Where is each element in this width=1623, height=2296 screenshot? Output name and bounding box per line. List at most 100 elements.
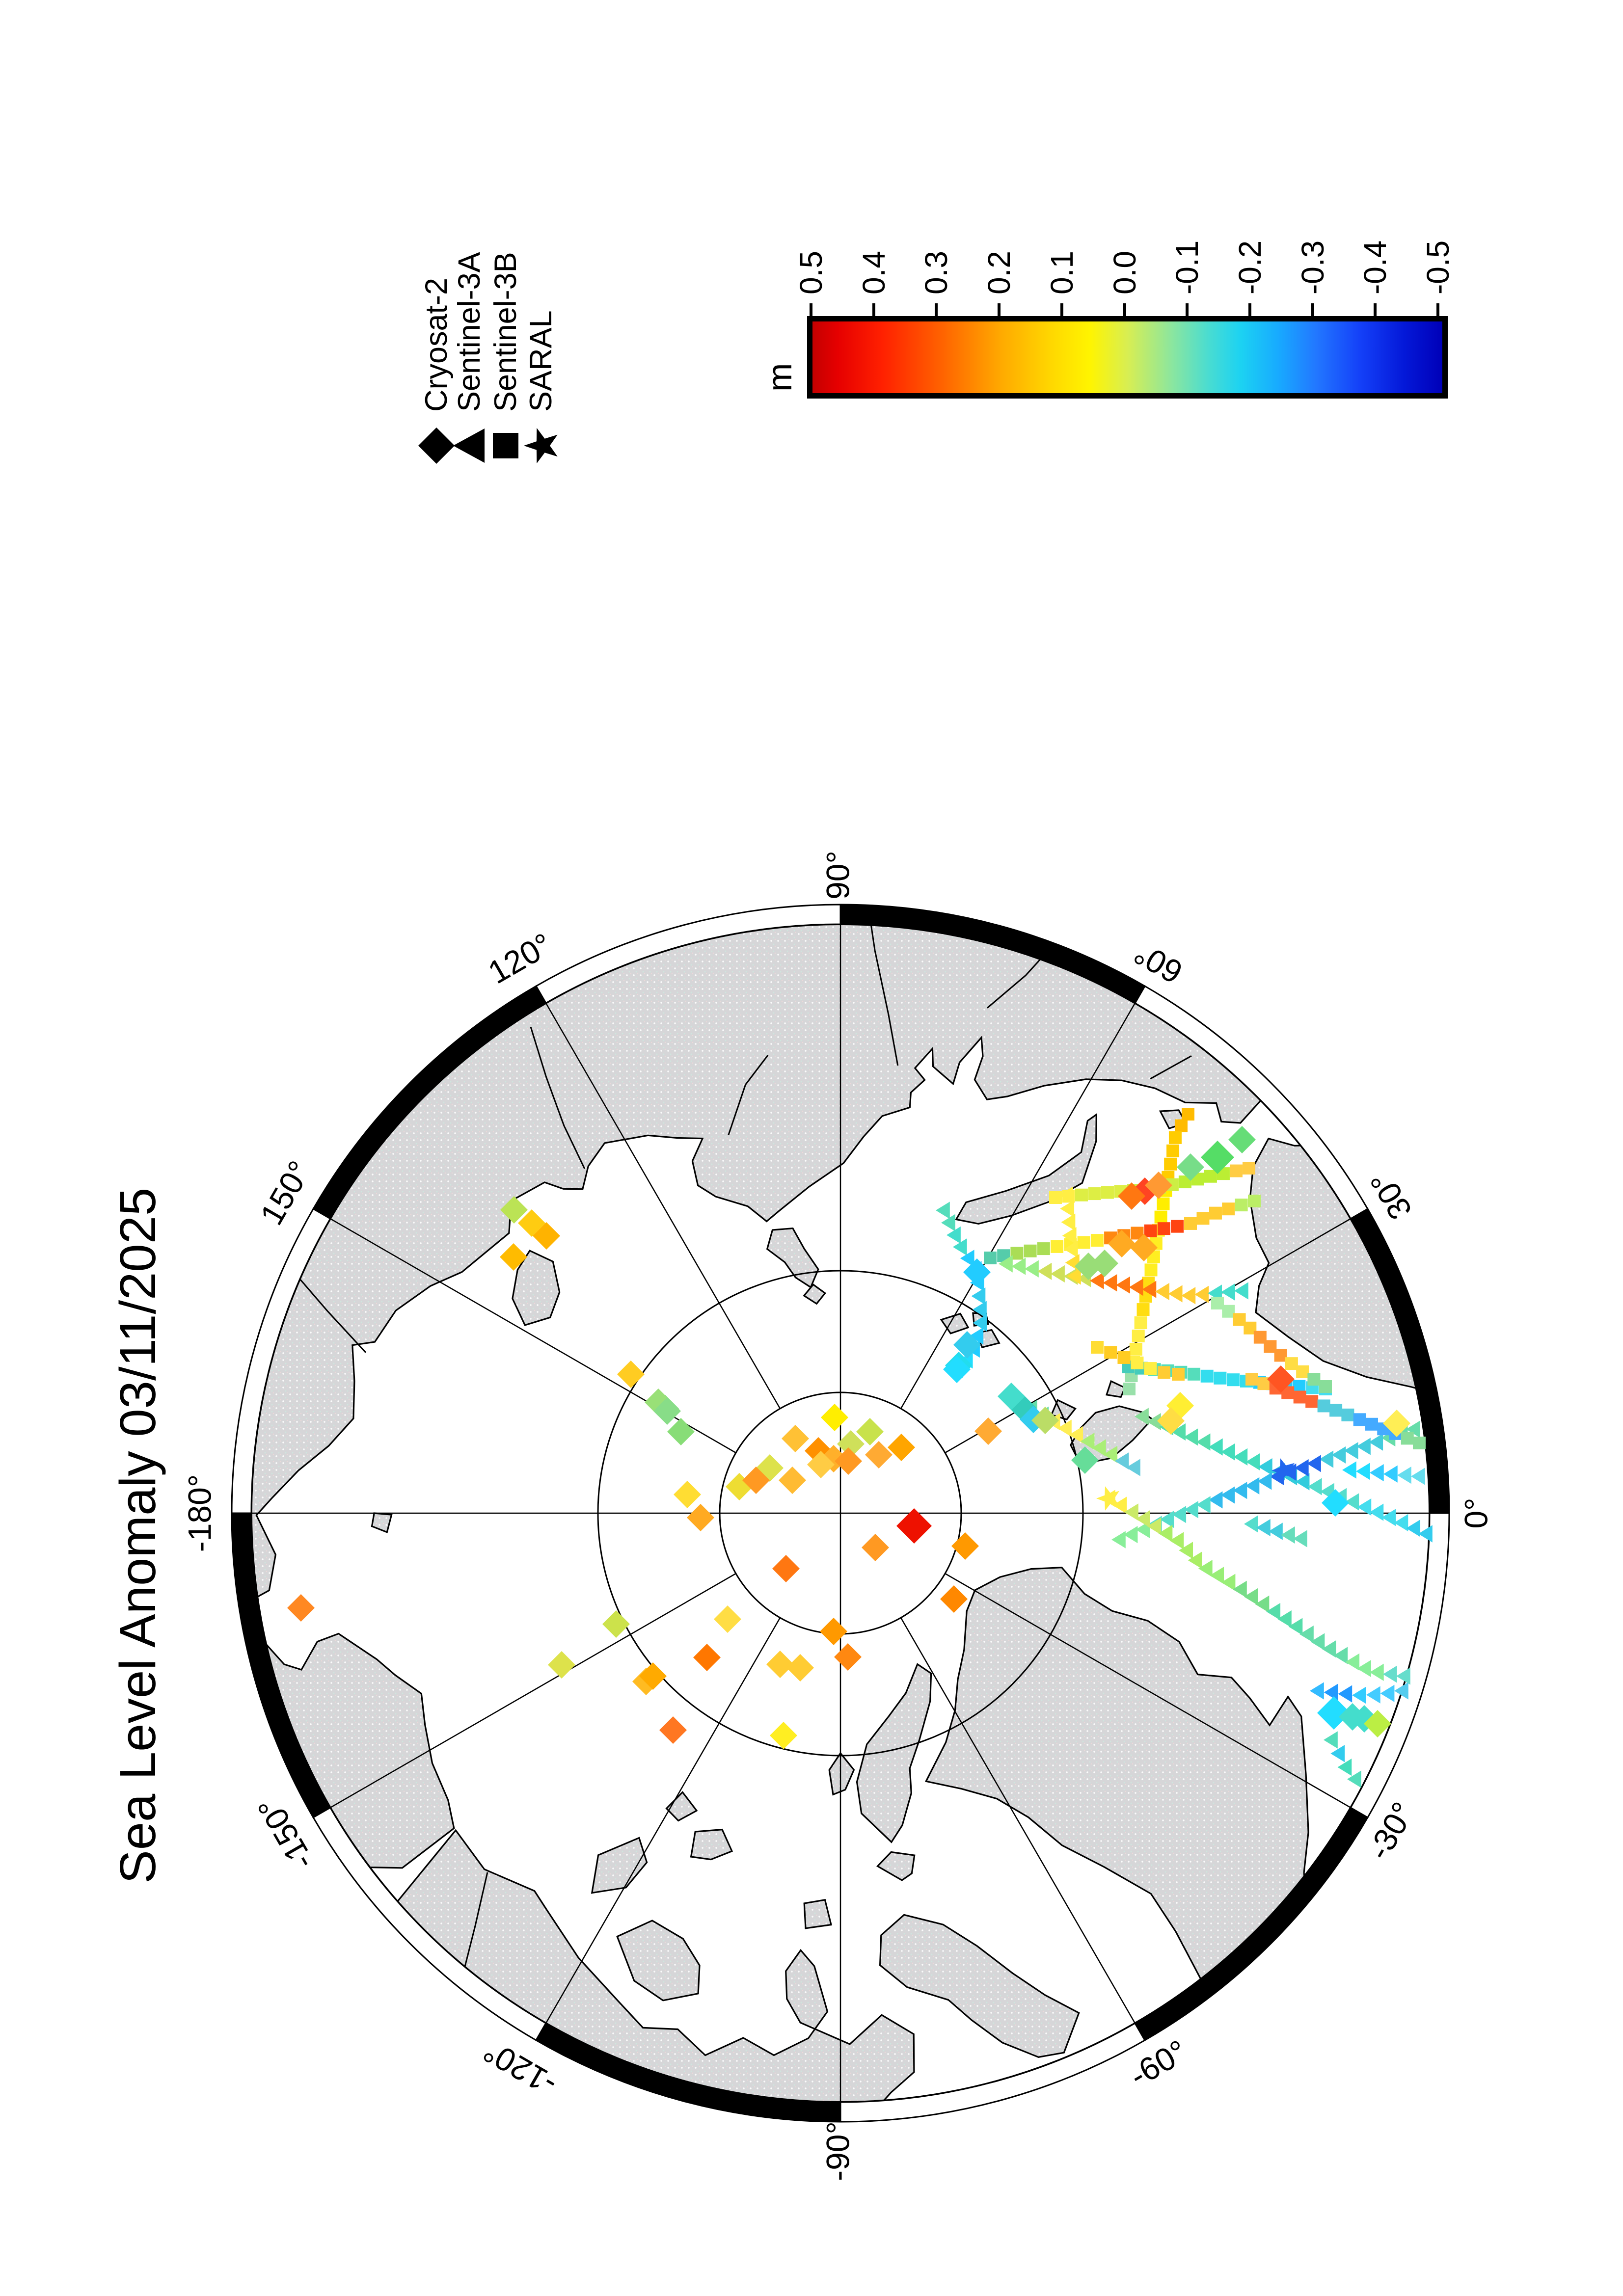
track-marker-square <box>1136 1303 1150 1316</box>
colorbar-tick-label: 0.3 <box>919 251 954 294</box>
track-marker-triangle <box>1369 1663 1384 1681</box>
track-marker-square <box>984 1252 997 1264</box>
land-polygon <box>940 1312 970 1335</box>
track-marker-square <box>1166 1144 1180 1157</box>
track-marker-square <box>1235 1199 1248 1212</box>
data-point-diamond <box>287 1594 315 1622</box>
track-marker-square <box>1182 1108 1194 1121</box>
data-point-diamond <box>856 1418 884 1445</box>
river-line <box>1150 1055 1192 1080</box>
land-polygon <box>371 1512 393 1533</box>
track-marker-triangle <box>960 1250 974 1267</box>
data-point-star <box>1271 1458 1295 1483</box>
track-marker-triangle <box>1307 1455 1321 1472</box>
track-marker-triangle <box>1196 1496 1211 1514</box>
track-marker-square <box>1184 1217 1197 1230</box>
river-line <box>530 1027 586 1170</box>
land-polygon <box>616 1920 701 2002</box>
track-marker-square <box>1075 1188 1088 1201</box>
data-point-diamond <box>1145 1172 1172 1199</box>
track-marker-triangle <box>1344 1442 1358 1460</box>
legend-row: Sentinel-3B <box>487 252 524 466</box>
track-marker-square <box>1062 1190 1075 1203</box>
track-marker-triangle <box>1396 1667 1410 1685</box>
track-marker-triangle <box>1198 1560 1213 1577</box>
track-marker-square <box>1024 1244 1037 1257</box>
track-marker-triangle <box>1160 1511 1174 1528</box>
colorbar-tick <box>935 303 938 316</box>
track-marker-square <box>1285 1357 1298 1370</box>
meridian-line <box>900 1617 1136 2024</box>
data-point-diamond <box>1091 1250 1118 1277</box>
track-marker-triangle <box>1357 1498 1372 1516</box>
track-marker-square <box>1317 1399 1330 1413</box>
land-polygon <box>665 1791 698 1822</box>
track-marker-square <box>1257 1377 1271 1390</box>
map-longitude-label: -180° <box>181 1474 217 1552</box>
track-marker-triangle <box>1069 1426 1083 1443</box>
track-marker-triangle <box>1063 1240 1078 1258</box>
track-marker-square <box>1319 1380 1332 1393</box>
track-marker-triangle <box>1129 1279 1143 1296</box>
track-marker-triangle <box>1111 1531 1126 1548</box>
track-marker-square <box>1296 1365 1309 1378</box>
track-marker-square <box>1101 1186 1114 1199</box>
colorbar-tick-label: 0.4 <box>856 251 892 294</box>
track-marker-triangle <box>1294 1459 1309 1477</box>
colorbar-tick <box>998 303 1001 316</box>
track-marker-triangle <box>1331 1446 1346 1464</box>
colorbar-tick <box>1123 303 1126 316</box>
data-point-star <box>1096 1486 1119 1511</box>
track-marker-square <box>1200 1369 1214 1383</box>
colorbar-tick <box>872 303 875 316</box>
track-marker-triangle <box>1366 1686 1380 1704</box>
track-marker-square <box>1157 1197 1170 1210</box>
track-marker-square <box>1088 1187 1101 1201</box>
data-point-diamond <box>943 1356 971 1383</box>
colorbar <box>807 316 1448 399</box>
colorbar-tick-label: -0.2 <box>1232 240 1268 294</box>
land-polygon <box>591 1837 648 1894</box>
track-marker-triangle <box>1299 1625 1314 1643</box>
track-marker-triangle <box>1281 1526 1295 1544</box>
data-point-diamond <box>548 1651 575 1679</box>
track-marker-triangle <box>1381 1509 1396 1526</box>
data-point-diamond <box>500 1196 528 1224</box>
track-marker-triangle <box>1062 1227 1077 1245</box>
track-marker-triangle <box>1245 1477 1260 1495</box>
data-point-diamond <box>1364 1710 1391 1737</box>
track-marker-square <box>1243 1162 1255 1175</box>
track-marker-square <box>1168 1131 1182 1144</box>
track-marker-triangle <box>1233 1448 1248 1466</box>
track-marker-triangle <box>941 1214 955 1231</box>
track-marker-square <box>1233 1313 1246 1326</box>
land-polygon <box>828 1752 855 1796</box>
track-marker-triangle <box>1232 1580 1247 1598</box>
legend-row: Sentinel-3A <box>451 252 487 466</box>
land-polygon <box>512 1250 561 1326</box>
track-marker-triangle <box>1135 1408 1149 1425</box>
data-point-diamond <box>865 1441 893 1468</box>
colorbar-unit: m <box>760 363 799 392</box>
track-marker-square <box>1248 1195 1261 1207</box>
track-marker-square <box>1401 1432 1414 1445</box>
data-point-diamond <box>687 1504 714 1531</box>
colorbar-tick <box>1311 303 1314 316</box>
colorbar-tick-label: 0.5 <box>793 251 829 294</box>
track-marker-triangle <box>952 1238 967 1256</box>
track-marker-square <box>1131 1227 1144 1240</box>
track-marker-triangle <box>1060 1200 1075 1218</box>
track-marker-triangle <box>1179 1542 1193 1559</box>
data-point-diamond <box>659 1716 687 1744</box>
meridian-line <box>545 1617 781 2024</box>
track-marker-triangle <box>1184 1428 1198 1446</box>
track-marker-square <box>1293 1390 1306 1404</box>
track-marker-square <box>1104 1346 1117 1359</box>
data-point-diamond <box>639 1662 667 1690</box>
track-marker-triangle <box>1338 1685 1352 1703</box>
data-point-diamond <box>1071 1446 1099 1474</box>
track-marker-triangle <box>1324 1683 1338 1701</box>
track-marker-triangle <box>1347 1770 1361 1788</box>
